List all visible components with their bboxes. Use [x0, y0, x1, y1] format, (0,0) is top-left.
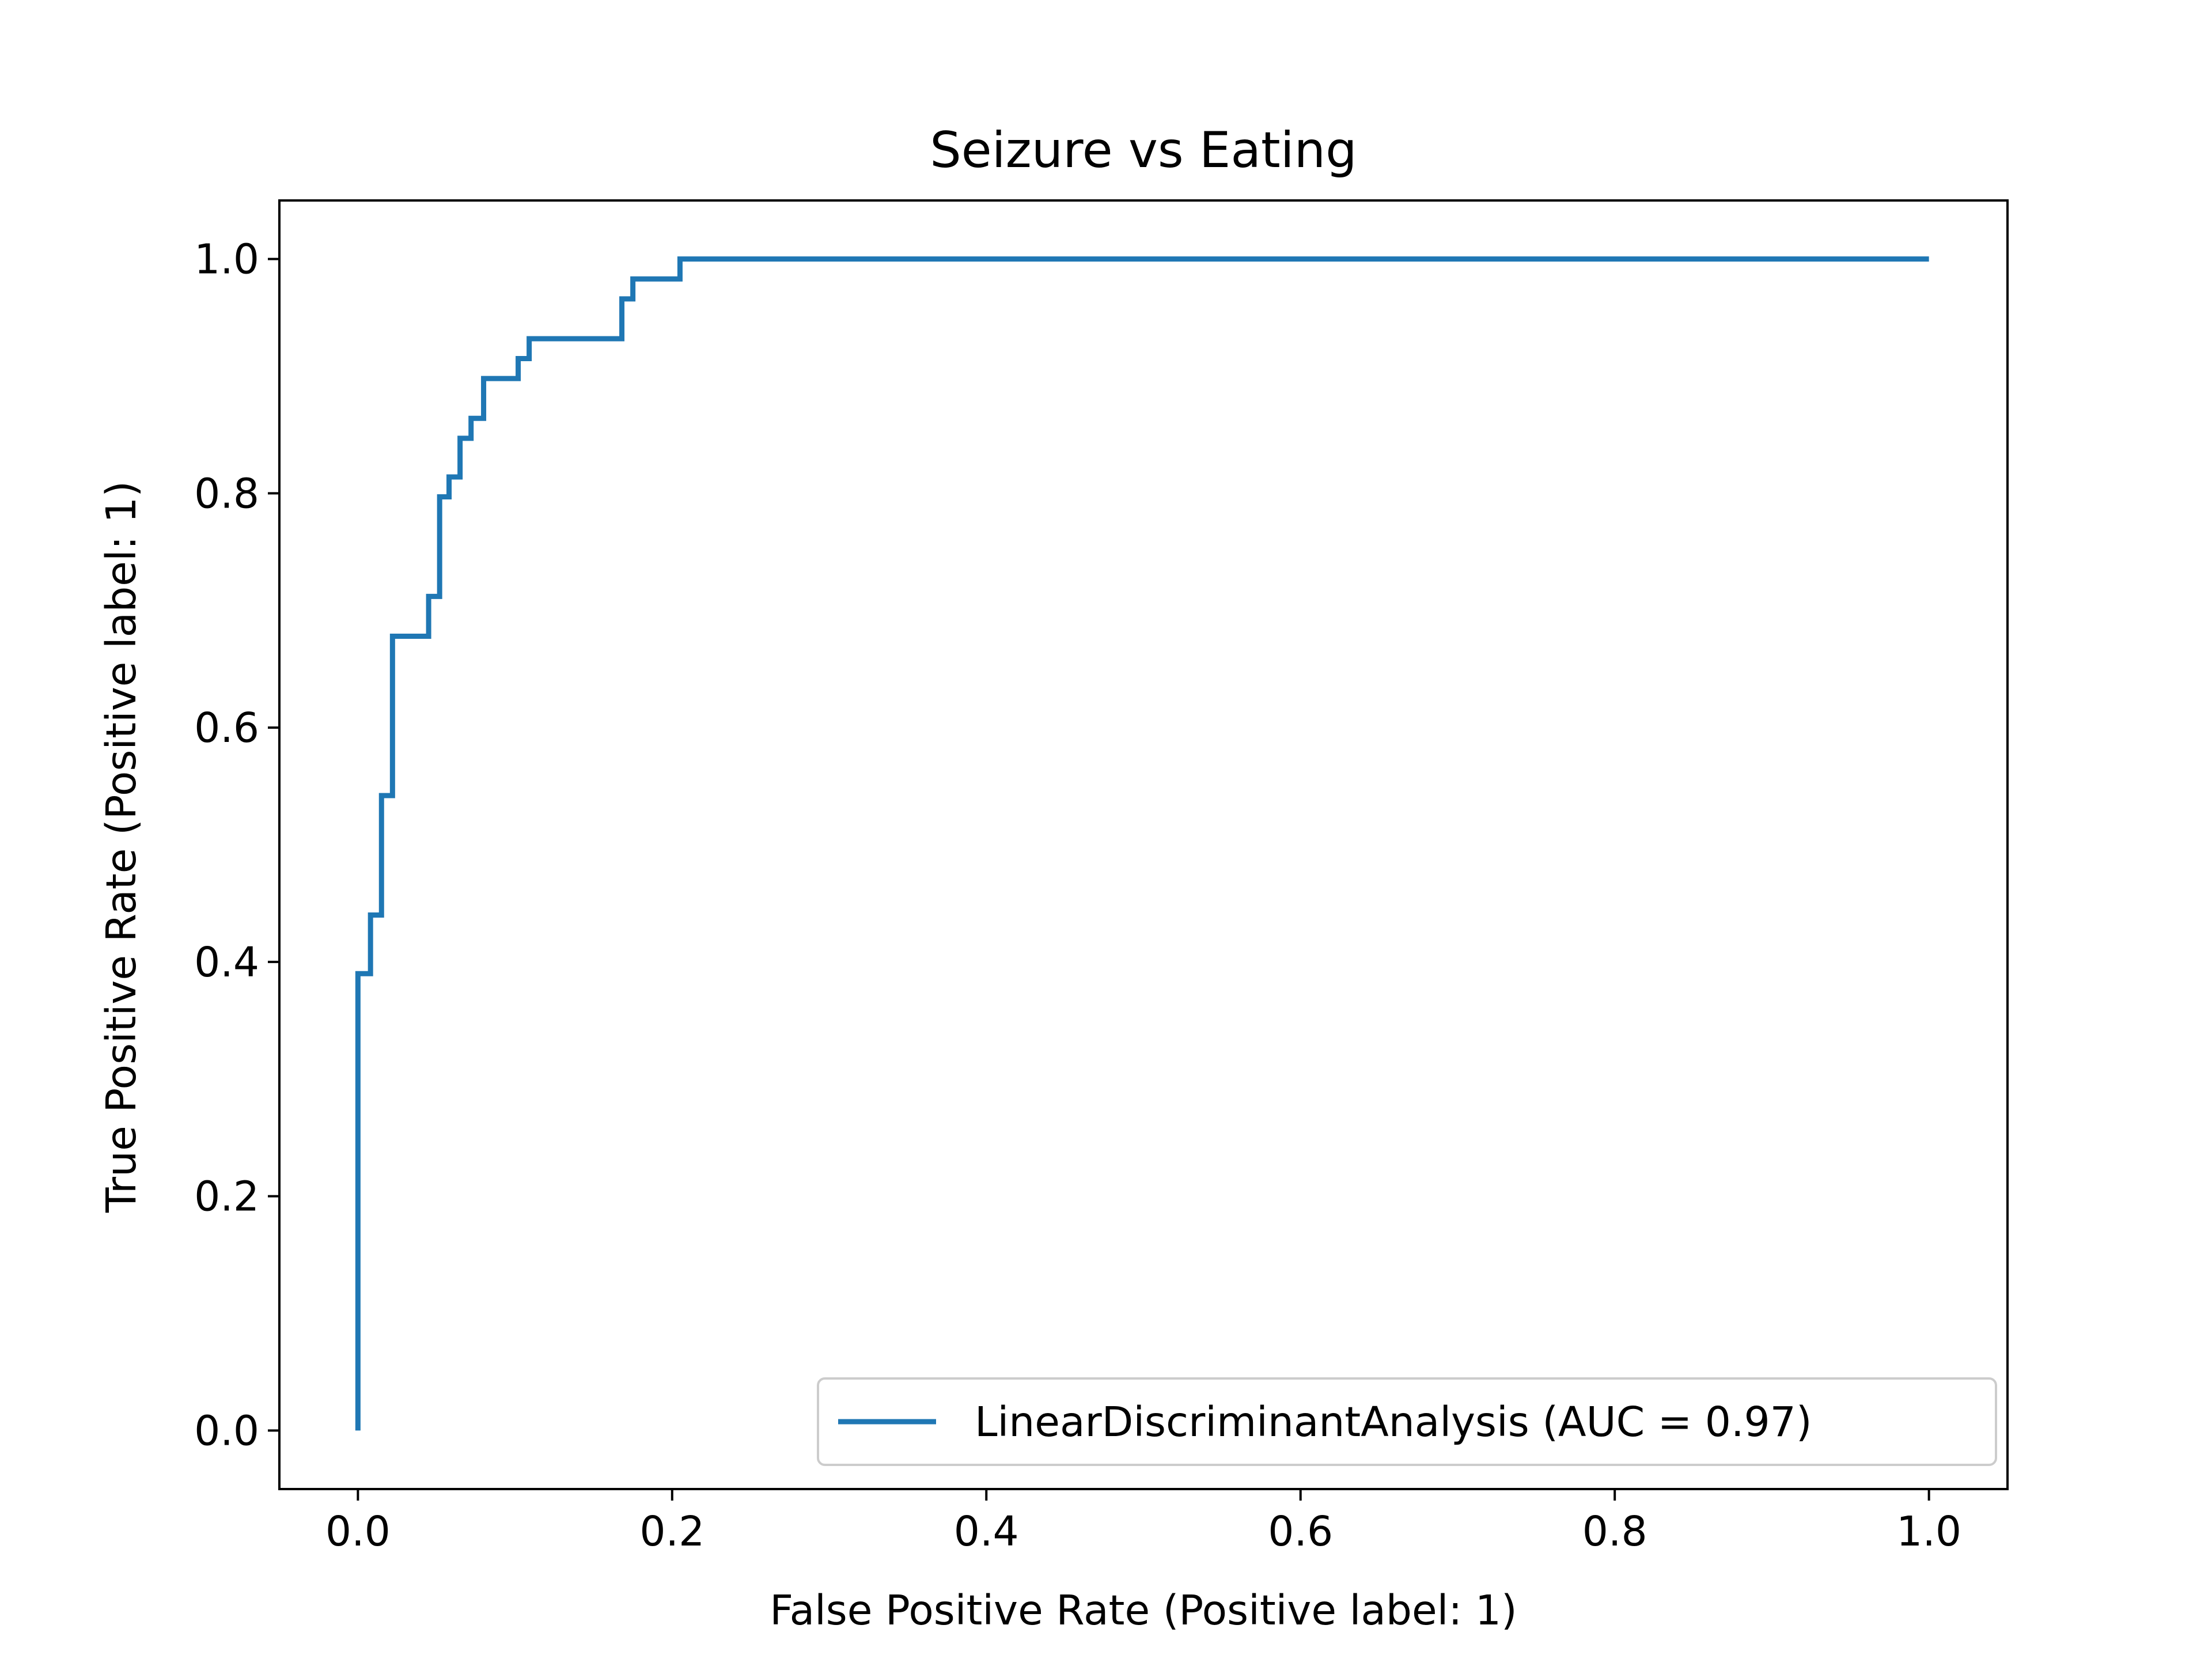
legend-label: LinearDiscriminantAnalysis (AUC = 0.97): [975, 1398, 1812, 1446]
x-tick-label: 0.6: [1268, 1508, 1333, 1555]
x-tick-label: 1.0: [1896, 1508, 1961, 1555]
y-tick-label: 0.8: [194, 469, 259, 517]
y-tick-label: 0.6: [194, 704, 259, 752]
x-tick-label: 0.8: [1582, 1508, 1647, 1555]
x-axis-label: False Positive Rate (Positive label: 1): [770, 1586, 1517, 1634]
chart-title: Seizure vs Eating: [930, 122, 1357, 179]
y-tick-label: 0.4: [194, 938, 259, 986]
y-axis-label: True Positive Rate (Positive label: 1): [97, 481, 145, 1213]
y-tick-label: 0.2: [194, 1173, 259, 1221]
legend-box: [817, 1377, 1997, 1466]
legend: LinearDiscriminantAnalysis (AUC = 0.97): [817, 1377, 1997, 1466]
axes-frame: [278, 199, 2009, 1490]
roc-curve-line-0: [355, 256, 1929, 1431]
x-tick-label: 0.0: [325, 1508, 391, 1555]
y-tick-label: 0.0: [194, 1407, 259, 1455]
x-tick-label: 0.2: [639, 1508, 704, 1555]
plot-area: 0.0 0.2 0.4 0.6 0.8 1.0 0.0 0.2 0.4 0.6 0.8 1.0 Line…: [194, 199, 2009, 1555]
x-tick-label: 0.4: [954, 1508, 1019, 1555]
y-tick-label: 1.0: [194, 236, 259, 283]
